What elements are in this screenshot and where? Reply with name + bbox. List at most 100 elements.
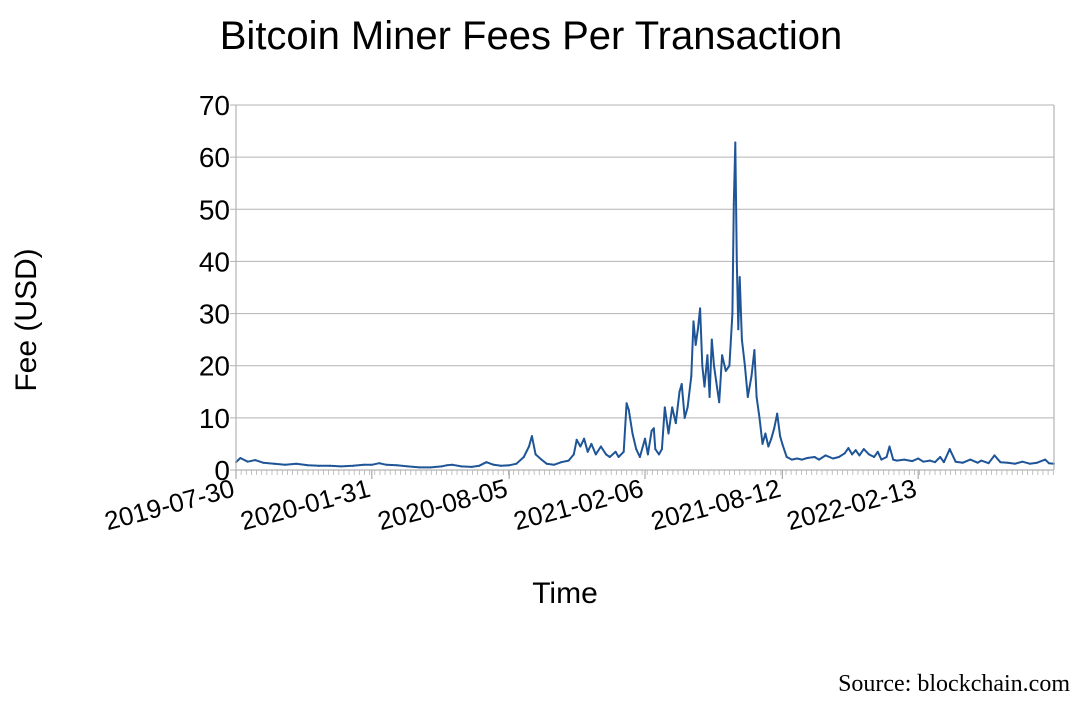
x-tick-label: 2022-02-13 bbox=[783, 473, 919, 536]
data-point bbox=[795, 457, 798, 460]
data-point bbox=[713, 364, 716, 367]
data-point bbox=[770, 437, 773, 440]
data-point bbox=[928, 459, 931, 462]
data-point bbox=[731, 312, 734, 315]
data-point bbox=[317, 464, 320, 467]
data-point bbox=[847, 447, 850, 450]
data-point bbox=[862, 448, 865, 451]
data-point bbox=[934, 461, 937, 464]
data-point bbox=[552, 463, 555, 466]
data-point bbox=[608, 455, 611, 458]
data-point bbox=[660, 448, 663, 451]
data-point bbox=[650, 429, 653, 432]
y-tick-label: 40 bbox=[199, 246, 230, 277]
data-point bbox=[583, 437, 586, 440]
data-point bbox=[395, 464, 398, 467]
data-point bbox=[818, 458, 821, 461]
data-point bbox=[686, 406, 689, 409]
data-point bbox=[575, 438, 578, 441]
data-point bbox=[362, 463, 365, 466]
y-axis-label: Fee (USD) bbox=[10, 248, 43, 391]
data-point bbox=[743, 364, 746, 367]
data-point bbox=[671, 406, 674, 409]
data-point bbox=[451, 463, 454, 466]
data-point bbox=[460, 465, 463, 468]
data-point bbox=[843, 452, 846, 455]
data-point bbox=[699, 307, 702, 310]
data-point bbox=[781, 442, 784, 445]
data-point bbox=[706, 354, 709, 357]
data-point bbox=[617, 455, 620, 458]
data-point bbox=[948, 448, 951, 451]
y-tick-label: 50 bbox=[199, 194, 230, 225]
data-point bbox=[703, 385, 706, 388]
data-point bbox=[246, 460, 249, 463]
data-point bbox=[572, 453, 575, 456]
data-point bbox=[678, 390, 681, 393]
data-point bbox=[737, 328, 740, 331]
data-point bbox=[776, 412, 779, 415]
data-point bbox=[508, 464, 511, 467]
data-point bbox=[939, 455, 942, 458]
data-point bbox=[1044, 458, 1047, 461]
data-point bbox=[922, 460, 925, 463]
data-point bbox=[262, 461, 265, 464]
y-tick-label: 20 bbox=[199, 351, 230, 382]
data-point bbox=[764, 432, 767, 435]
x-tick-label: 2021-02-06 bbox=[510, 473, 646, 536]
data-point bbox=[715, 380, 718, 383]
data-point bbox=[721, 354, 724, 357]
data-point bbox=[530, 435, 533, 438]
data-point bbox=[599, 445, 602, 448]
data-point bbox=[478, 464, 481, 467]
data-point bbox=[740, 338, 743, 341]
data-point bbox=[694, 343, 697, 346]
data-point bbox=[851, 453, 854, 456]
data-point bbox=[638, 455, 641, 458]
data-point bbox=[485, 461, 488, 464]
x-tick-label: 2019-07-30 bbox=[101, 473, 237, 536]
data-point bbox=[696, 328, 699, 331]
data-point bbox=[594, 453, 597, 456]
data-point bbox=[652, 427, 655, 430]
data-point bbox=[724, 369, 727, 372]
data-point bbox=[378, 462, 381, 465]
data-point bbox=[635, 448, 638, 451]
data-point bbox=[954, 460, 957, 463]
data-point bbox=[773, 427, 776, 430]
data-point bbox=[824, 454, 827, 457]
data-point bbox=[605, 453, 608, 456]
data-point bbox=[295, 462, 298, 465]
data-point bbox=[761, 442, 764, 445]
data-point bbox=[385, 463, 388, 466]
data-point bbox=[999, 461, 1002, 464]
data-point bbox=[837, 455, 840, 458]
data-point bbox=[614, 450, 617, 453]
data-point bbox=[961, 461, 964, 464]
y-tick-label: 60 bbox=[199, 142, 230, 173]
chart-title: Bitcoin Miner Fees Per Transaction bbox=[219, 14, 843, 58]
data-point bbox=[876, 450, 879, 453]
data-point bbox=[273, 462, 276, 465]
data-point bbox=[351, 464, 354, 467]
data-point bbox=[854, 449, 857, 452]
data-point bbox=[1014, 462, 1017, 465]
data-point bbox=[370, 463, 373, 466]
data-point bbox=[239, 457, 242, 460]
data-point bbox=[701, 364, 704, 367]
data-point bbox=[728, 364, 731, 367]
data-point bbox=[831, 457, 834, 460]
data-point bbox=[1028, 462, 1031, 465]
data-point bbox=[806, 457, 809, 460]
x-tick-label: 2020-08-05 bbox=[374, 473, 510, 536]
data-point bbox=[785, 455, 788, 458]
data-point bbox=[880, 458, 883, 461]
data-point bbox=[644, 437, 646, 440]
data-point bbox=[885, 455, 888, 458]
data-point bbox=[545, 462, 548, 465]
data-point bbox=[969, 458, 972, 461]
data-point bbox=[663, 406, 666, 409]
data-point bbox=[254, 459, 257, 462]
data-point bbox=[667, 432, 670, 435]
